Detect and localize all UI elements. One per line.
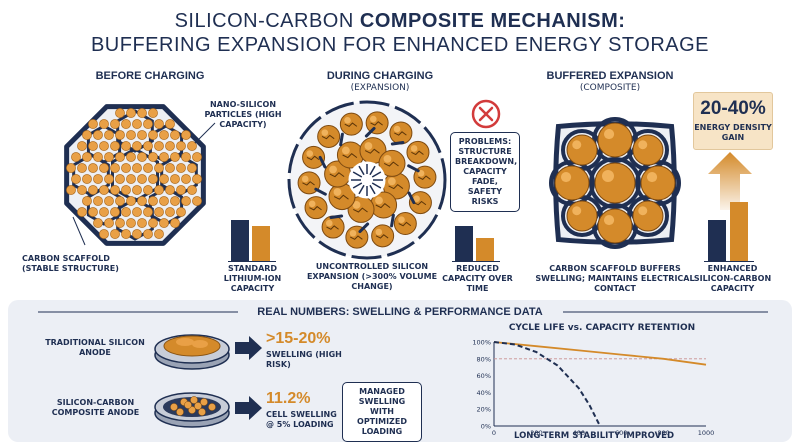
during-bars: [452, 226, 500, 262]
y-tick-label: 100%: [472, 339, 491, 347]
y-tick-label: 20%: [477, 406, 491, 414]
chart-xlabel: LONG-TERM STABILITY IMPROVED: [514, 431, 674, 441]
arrow-right-icon: [235, 336, 262, 360]
arrow-right-icon: [235, 396, 262, 420]
nano-silicon-label: NANO-SILICON PARTICLES (HIGH CAPACITY): [204, 100, 282, 129]
composite-label: SILICON-CARBON COMPOSITE ANODE: [51, 398, 140, 417]
during-charging-diagram: [287, 100, 447, 260]
page-subtitle: BUFFERING EXPANSION FOR ENHANCED ENERGY …: [90, 34, 710, 56]
real-numbers-heading: REAL NUMBERS: SWELLING & PERFORMANCE DAT…: [257, 306, 543, 318]
traditional-anode-illustration: [154, 334, 230, 370]
buffered-heading: BUFFERED EXPANSION: [546, 70, 674, 82]
y-tick-label: 60%: [477, 372, 491, 380]
x-tick-label: 200: [530, 429, 542, 437]
y-tick-label: 80%: [477, 355, 491, 363]
before-bars: [228, 220, 276, 262]
before-bar-navy: [231, 220, 249, 262]
cycle-life-chart: CYCLE LIFE vs. CAPACITY RETENTION 0% 20% 4…: [472, 323, 715, 441]
warning-x-icon: [471, 99, 501, 129]
before-charging-diagram: [64, 104, 216, 246]
buffered-subheading: (COMPOSITE): [579, 83, 641, 93]
before-bar-label: STANDARD LITHIUM-ION CAPACITY: [223, 264, 282, 293]
energy-gain-box: 20-40% ENERGY DENSITY GAIN: [693, 92, 773, 150]
composite-value: 11.2%: [266, 390, 311, 407]
during-bar-orange: [476, 238, 494, 262]
problems-callout: PROBLEMS: STRUCTURE BREAKDOWN, CAPACITY …: [450, 132, 520, 212]
x-tick-label: 400: [573, 429, 585, 437]
buffered-bar-label: ENHANCED SILICON-CARBON CAPACITY: [693, 264, 772, 293]
during-heading: DURING CHARGING: [326, 70, 434, 82]
real-numbers-heading-rule: [38, 311, 768, 313]
page-title: SILICON-CARBON COMPOSITE MECHANISM:: [0, 10, 800, 33]
y-tick-label: 40%: [477, 389, 491, 397]
gain-label: ENERGY DENSITY GAIN: [694, 123, 772, 142]
chart-series-solid: [493, 341, 707, 366]
composite-desc: CELL SWELLING @ 5% LOADING: [266, 410, 337, 429]
traditional-desc: SWELLING (HIGH RISK): [266, 350, 342, 369]
title-part-a: SILICON-CARBON: [174, 10, 360, 32]
x-tick-label: 800: [657, 429, 669, 437]
title-part-b: COMPOSITE MECHANISM:: [359, 10, 626, 32]
traditional-value: >15-20%: [266, 330, 331, 347]
buffered-bar-orange: [730, 202, 748, 262]
chart-title: CYCLE LIFE vs. CAPACITY RETENTION: [509, 323, 695, 333]
during-bar-label: REDUCED CAPACITY OVER TIME: [442, 264, 513, 293]
buffered-expansion-diagram: [549, 117, 681, 249]
x-tick-label: 1000: [698, 429, 715, 437]
managed-swelling-callout: MANAGED SWELLING WITH OPTIMIZED LOADING: [342, 382, 422, 442]
before-bar-orange: [252, 226, 270, 262]
during-subheading: (EXPANSION): [350, 83, 410, 93]
expansion-label: UNCONTROLLED SILICON EXPANSION (>300% VO…: [306, 262, 438, 291]
traditional-label: TRADITIONAL SILICON ANODE: [45, 338, 145, 357]
buffer-label: CARBON SCAFFOLD BUFFERS SWELLING; MAINTA…: [535, 264, 695, 293]
before-heading: BEFORE CHARGING: [95, 70, 205, 82]
buffered-bar-navy: [708, 220, 726, 262]
chart-series-dashed: [493, 341, 601, 427]
during-bar-navy: [455, 226, 473, 262]
x-tick-label: 0: [492, 429, 496, 437]
x-tick-label: 600: [615, 429, 627, 437]
y-tick-label: 0%: [481, 423, 491, 431]
carbon-scaffold-label: CARBON SCAFFOLD (STABLE STRUCTURE): [22, 254, 119, 273]
arrow-up-icon: [704, 152, 754, 262]
gain-value: 20-40%: [700, 98, 766, 119]
composite-anode-illustration: [154, 392, 230, 428]
